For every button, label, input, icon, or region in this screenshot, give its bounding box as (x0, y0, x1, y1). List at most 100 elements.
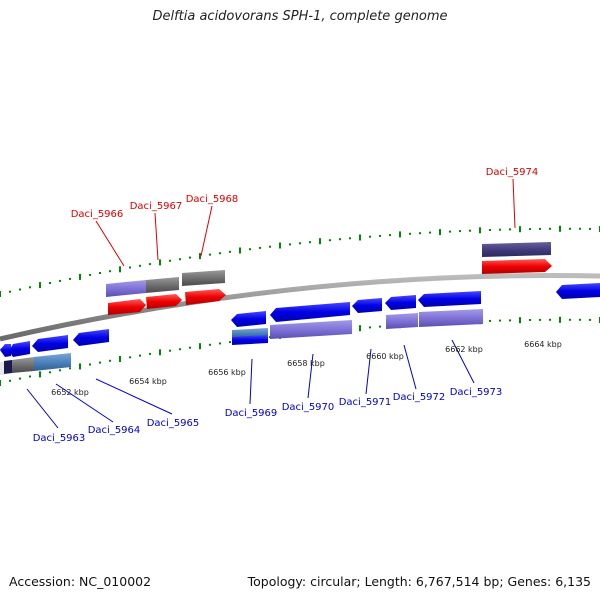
gene-label-daci-5972[interactable]: Daci_5972 (393, 392, 446, 403)
gene-label-daci-5966[interactable]: Daci_5966 (71, 209, 124, 220)
genome-track-map[interactable]: Daci_5966 Daci_5967 Daci_5968 Daci_5974 … (0, 0, 600, 560)
gene-daci-5969-arrow[interactable] (231, 311, 266, 327)
scale-label-6662: 6662 kbp (445, 345, 483, 354)
bottom-strand-tick (19, 377, 21, 380)
gene-daci-5968-region[interactable] (182, 270, 225, 286)
scale-label-6658: 6658 kbp (287, 359, 325, 368)
bottom-strand-features (0, 283, 600, 375)
bottom-strand-tick (29, 375, 31, 378)
gene-right-edge-arrow[interactable] (556, 283, 600, 299)
bottom-strand-tick (489, 319, 491, 322)
genome-backbone (0, 273, 600, 342)
top-strand-tick (389, 234, 391, 237)
gene-left-arrow-4[interactable] (32, 335, 68, 352)
genome-summary-text: Topology: circular; Length: 6,767,514 bp… (247, 574, 591, 589)
top-strand-tick (29, 286, 31, 289)
bottom-strand-tick (519, 317, 521, 324)
gene-daci-5970-cds[interactable] (270, 320, 352, 339)
bottom-strand-tick (579, 318, 581, 321)
gene-daci-5964-gray[interactable] (12, 357, 34, 373)
top-strand-tick (489, 229, 491, 231)
top-strand-tick (369, 235, 371, 238)
top-strand-tick (0, 291, 1, 297)
gene-label-daci-5968[interactable]: Daci_5968 (186, 194, 239, 205)
top-strand-tick (219, 252, 221, 255)
gene-daci-5963-dark[interactable] (4, 360, 12, 374)
bottom-strand-tick (589, 318, 591, 321)
gene-left-arrow-3[interactable] (9, 341, 30, 357)
gene-label-daci-5973[interactable]: Daci_5973 (450, 387, 503, 398)
top-strand-tick (499, 228, 501, 231)
top-strand-tick (409, 232, 411, 235)
top-strand-tick (109, 270, 111, 273)
gene-daci-5968-arrow[interactable] (185, 289, 226, 305)
scale-label-6654: 6654 kbp (129, 377, 167, 386)
accession-text: Accession: NC_010002 (9, 574, 152, 589)
top-strand-tick (429, 231, 431, 234)
top-strand-tick (469, 229, 471, 232)
top-strand-tick (539, 227, 541, 230)
top-strand-features (106, 242, 552, 315)
gene-label-daci-5974[interactable]: Daci_5974 (486, 167, 539, 178)
gene-label-daci-5969[interactable]: Daci_5969 (225, 408, 278, 419)
bottom-strand-tick (199, 343, 201, 350)
gene-label-daci-5967[interactable]: Daci_5967 (130, 201, 183, 212)
gene-left-arrow-2[interactable] (0, 344, 11, 357)
bottom-strand-tick (509, 319, 511, 322)
gene-daci-5971-arrow[interactable] (352, 298, 382, 313)
bottom-strand-tick (169, 349, 171, 352)
bottom-strand-tick (49, 371, 51, 374)
top-strand-tick (209, 253, 211, 256)
gene-left-arrow-5[interactable] (73, 329, 109, 346)
bottom-strand-tick (39, 371, 41, 378)
top-strand-tick (239, 247, 241, 254)
scale-label-6656: 6656 kbp (208, 368, 246, 377)
top-strand-tick (449, 230, 451, 233)
gene-daci-5972-arrow[interactable] (385, 295, 416, 310)
gene-label-daci-5963[interactable]: Daci_5963 (33, 433, 86, 444)
top-strand-tick (359, 234, 361, 241)
gene-daci-5973-cds[interactable] (419, 309, 483, 327)
top-strand-tick (339, 238, 341, 241)
gene-daci-5965-teal[interactable] (34, 353, 71, 371)
top-strand-tick (309, 241, 311, 244)
gene-daci-5966-arrow[interactable] (108, 299, 146, 315)
bottom-strand-tick (499, 319, 501, 322)
top-strand-tick (189, 256, 191, 259)
bottom-strand-tick (89, 363, 91, 366)
bottom-strand-tick (219, 342, 221, 345)
gene-label-daci-5971[interactable]: Daci_5971 (339, 397, 392, 408)
top-strand-tick (569, 227, 571, 230)
top-strand-tick (399, 231, 401, 238)
gene-label-daci-5970[interactable]: Daci_5970 (282, 402, 335, 413)
gene-daci-5966-cds[interactable] (106, 280, 146, 297)
bottom-strand-tick (179, 348, 181, 351)
gene-daci-5973-arrow[interactable] (418, 291, 481, 307)
bottom-strand-tick (369, 326, 371, 329)
gene-daci-5974-region[interactable] (482, 242, 551, 257)
top-strand-tick (519, 226, 521, 233)
gene-daci-5963-strip-light[interactable] (0, 362, 4, 375)
top-strand-tick (149, 263, 151, 266)
gene-daci-5967-arrow[interactable] (146, 294, 182, 309)
bottom-strand-tick (69, 367, 71, 370)
bottom-strand-tick (99, 361, 101, 364)
bottom-strand-tick (59, 369, 61, 372)
bottom-strand-tick (119, 356, 121, 362)
gene-daci-5966-region[interactable] (146, 277, 179, 293)
scale-label-6660: 6660 kbp (366, 352, 404, 361)
bottom-strand-tick (109, 359, 111, 362)
gene-daci-5972-cds[interactable] (386, 313, 418, 329)
top-strand-tick (439, 229, 441, 236)
gene-daci-5970-arrow[interactable] (270, 302, 350, 322)
gene-daci-5969-blue[interactable] (232, 335, 268, 345)
gene-label-daci-5964[interactable]: Daci_5964 (88, 425, 141, 436)
top-strand-tick (99, 272, 101, 274)
top-strand-tick (529, 228, 531, 231)
gene-daci-5974-arrow[interactable] (482, 259, 552, 274)
bottom-strand-tick (149, 352, 151, 355)
bottom-strand-tick (139, 354, 141, 357)
gene-label-daci-5965[interactable]: Daci_5965 (147, 418, 200, 429)
bottom-strand-tick (189, 346, 191, 349)
